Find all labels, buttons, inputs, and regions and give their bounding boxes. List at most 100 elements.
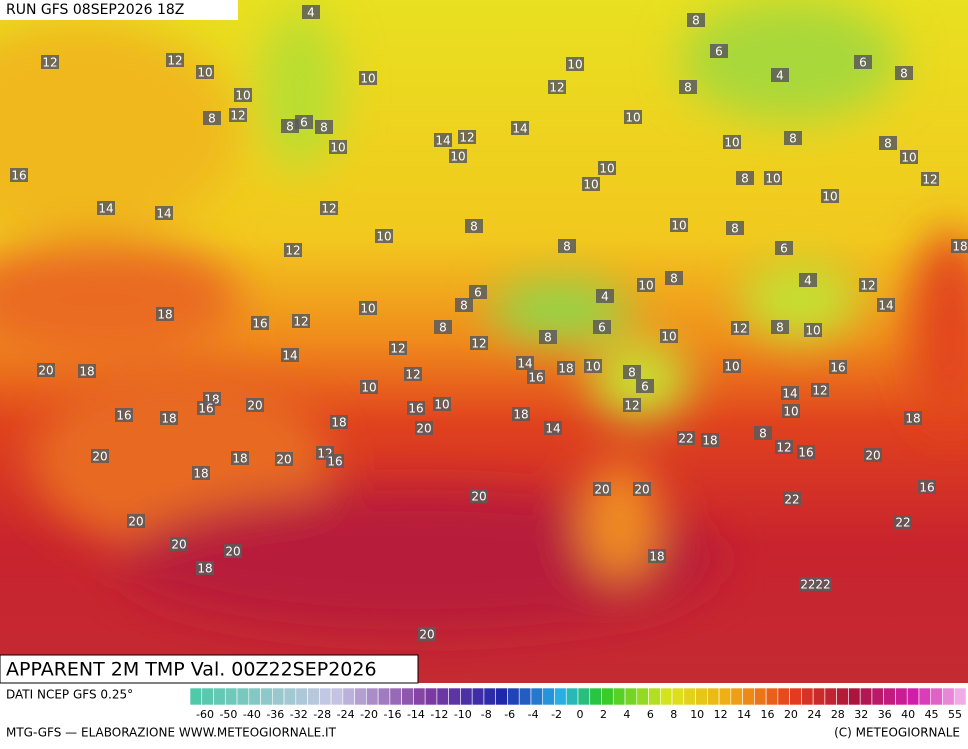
temp-label: 8 <box>286 120 294 134</box>
scale-swatch <box>530 687 544 706</box>
scale-swatch <box>742 687 755 706</box>
label-box <box>782 404 800 418</box>
label-box <box>315 120 333 134</box>
temp-label: 20 <box>171 538 186 552</box>
label-box <box>754 426 772 440</box>
temp-label: 14 <box>782 387 797 401</box>
temp-label: 20 <box>865 449 880 463</box>
scale-swatch <box>636 687 649 706</box>
scale-swatch <box>660 687 673 706</box>
label-box <box>196 65 214 79</box>
temp-label: 6 <box>474 286 482 300</box>
temp-label: 10 <box>724 360 739 374</box>
scale-swatch <box>471 687 485 706</box>
temp-label: 12 <box>732 322 747 336</box>
label-box <box>723 135 741 149</box>
temp-label: 10 <box>360 302 375 316</box>
scale-swatch <box>436 687 449 706</box>
scale-swatch <box>707 687 720 706</box>
temp-label: 6 <box>715 45 723 59</box>
temp-label: 18 <box>558 362 573 376</box>
temp-label: 18 <box>232 452 247 466</box>
scale-swatch <box>295 687 308 706</box>
label-box <box>731 321 749 335</box>
credit-note: MTG-GFS — ELABORAZIONE WWW.METEOGIORNALE… <box>6 726 337 740</box>
temp-label: 20 <box>416 422 431 436</box>
temp-label: 8 <box>731 222 739 236</box>
label-box <box>418 627 436 641</box>
label-box <box>434 133 452 147</box>
label-box <box>330 415 348 429</box>
temp-label: 22 <box>800 578 815 592</box>
scale-tick-label: -8 <box>481 708 492 721</box>
temp-label: 12 <box>230 109 245 123</box>
temp-label: 14 <box>545 422 560 436</box>
temp-label: 14 <box>435 134 450 148</box>
scale-swatch <box>577 687 591 706</box>
label-box <box>156 307 174 321</box>
temp-label: 16 <box>327 455 342 469</box>
scale-tick-label: 16 <box>761 708 775 721</box>
scale-swatch <box>413 687 426 706</box>
label-box <box>192 466 210 480</box>
label-box <box>864 448 882 462</box>
temp-label: 18 <box>331 416 346 430</box>
scale-swatch <box>342 687 355 706</box>
scale-swatch <box>272 687 285 706</box>
temp-label: 16 <box>11 169 26 183</box>
source-note: DATI NCEP GFS 0.25° <box>6 688 133 702</box>
label-box <box>527 370 545 384</box>
label-box <box>797 445 815 459</box>
temp-label: 8 <box>670 272 678 286</box>
temp-label: 8 <box>692 14 700 28</box>
scale-tick-label: -2 <box>551 708 562 721</box>
temp-label: 10 <box>783 405 798 419</box>
temp-label: 20 <box>471 490 486 504</box>
temp-label: 10 <box>638 279 653 293</box>
temp-label: 12 <box>860 279 875 293</box>
temp-label: 18 <box>79 365 94 379</box>
label-box <box>821 189 839 203</box>
scale-swatch <box>189 687 203 706</box>
label-box <box>665 271 683 285</box>
label-box <box>407 401 425 415</box>
scale-swatch <box>777 687 790 706</box>
label-box <box>879 136 897 150</box>
label-box <box>292 314 310 328</box>
temp-label: 10 <box>361 381 376 395</box>
temp-label: 8 <box>628 366 636 380</box>
label-box <box>470 489 488 503</box>
temp-label: 10 <box>450 150 465 164</box>
label-box <box>633 482 651 496</box>
map-title: APPARENT 2M TMP Val. 00Z22SEP2026 <box>6 659 377 681</box>
scale-swatch <box>518 687 532 706</box>
scale-swatch <box>942 687 955 706</box>
scale-tick-label: -12 <box>430 708 448 721</box>
label-box <box>799 273 817 287</box>
temp-label: 20 <box>92 450 107 464</box>
label-box <box>284 243 302 257</box>
temp-label: 12 <box>459 131 474 145</box>
scale-tick-label: -40 <box>243 708 261 721</box>
label-box <box>155 206 173 220</box>
scale-swatch <box>448 687 461 706</box>
temp-label: 8 <box>320 121 328 135</box>
scale-swatch <box>906 687 920 706</box>
temp-label: 10 <box>376 230 391 244</box>
temp-label: 20 <box>634 483 649 497</box>
temp-label: 16 <box>830 361 845 375</box>
scale-swatch <box>507 687 520 706</box>
label-box <box>660 329 678 343</box>
label-box <box>455 298 473 312</box>
temp-label: 10 <box>583 178 598 192</box>
copyright: (C) METEOGIORNALE <box>834 726 960 740</box>
label-box <box>41 55 59 69</box>
label-box <box>624 110 642 124</box>
label-box <box>829 360 847 374</box>
scale-swatch <box>789 687 802 706</box>
label-box <box>511 121 529 135</box>
temp-label: 8 <box>684 81 692 95</box>
scale-tick-label: -60 <box>196 708 214 721</box>
temp-label: 18 <box>193 467 208 481</box>
scale-tick-label: 12 <box>714 708 728 721</box>
